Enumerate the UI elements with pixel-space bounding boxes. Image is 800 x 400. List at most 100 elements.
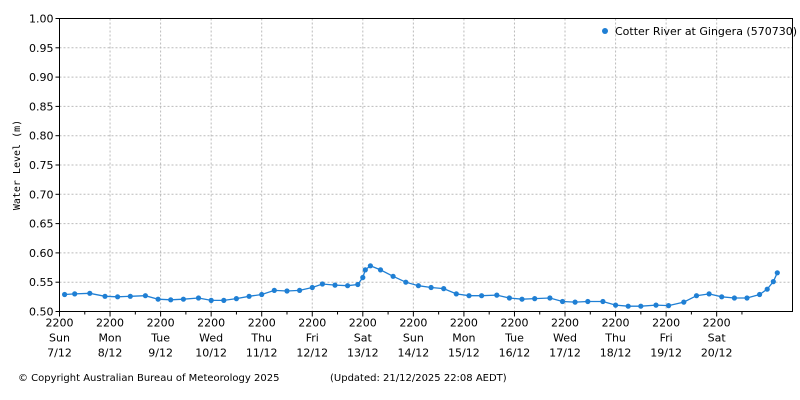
x-tick-label: 2200	[96, 317, 124, 330]
data-point	[774, 270, 780, 276]
y-tick-label: 0.95	[29, 42, 54, 55]
data-point	[360, 274, 366, 281]
x-tick-label: 2200	[197, 317, 225, 330]
x-tick-label: 12/12	[296, 347, 328, 360]
data-point	[259, 291, 265, 298]
data-point	[744, 295, 750, 301]
y-tick-label: 0.65	[29, 218, 54, 231]
data-point	[559, 298, 566, 305]
data-point	[195, 295, 202, 301]
y-tick-label: 0.60	[29, 247, 54, 260]
data-point	[180, 296, 186, 302]
x-axis-ticks: 2200 Sun 7/12 2200 Mon 8/12 2200 Tue 9/12 2200 Wed…	[46, 311, 743, 360]
y-axis-label: Water Level (m)	[12, 120, 23, 210]
data-point	[466, 293, 472, 299]
x-tick-label: 9/12	[148, 347, 173, 360]
copyright-text: © Copyright Australian Bureau of Meteoro…	[18, 373, 280, 384]
data-point	[600, 298, 606, 305]
x-tick-label: 15/12	[448, 347, 480, 360]
x-tick-label: 16/12	[499, 347, 531, 360]
legend-label: Cotter River at Gingera (570730)	[615, 25, 797, 38]
data-point	[770, 279, 776, 285]
x-tick-label: 11/12	[246, 347, 278, 360]
data-point	[102, 293, 108, 299]
data-point	[572, 299, 578, 305]
x-tick-label: Sun	[403, 332, 424, 345]
x-tick-label: 13/12	[347, 347, 379, 360]
x-tick-label: 8/12	[98, 347, 123, 360]
data-point	[519, 296, 525, 302]
data-point	[681, 299, 687, 305]
y-tick-label: 1.00	[29, 13, 54, 26]
data-point	[284, 288, 290, 294]
x-tick-label: Wed	[199, 332, 223, 345]
x-tick-label: 2200	[551, 317, 579, 330]
data-point	[613, 302, 619, 308]
data-point	[297, 287, 303, 293]
y-tick-label: 0.50	[29, 306, 54, 319]
y-tick-label: 0.90	[29, 71, 54, 84]
data-point	[87, 290, 93, 296]
data-point	[271, 287, 277, 293]
data-point	[547, 295, 553, 301]
x-tick-label: Sat	[708, 332, 727, 345]
y-tick-label: 0.75	[29, 159, 54, 172]
x-tick-label: Sun	[49, 332, 70, 345]
gridlines	[59, 18, 793, 312]
x-tick-label: 2200	[703, 317, 731, 330]
x-tick-label: Wed	[553, 332, 577, 345]
data-point	[757, 291, 763, 298]
x-tick-label: Fri	[660, 332, 673, 345]
x-tick-label: 2200	[248, 317, 276, 330]
x-tick-label: Tue	[504, 332, 524, 345]
data-point	[693, 293, 700, 299]
data-point	[72, 291, 78, 297]
x-tick-label: 10/12	[195, 347, 227, 360]
legend: Cotter River at Gingera (570730)	[602, 25, 797, 38]
data-point	[453, 291, 459, 297]
x-tick-label: Sat	[354, 332, 373, 345]
x-tick-label: 2200	[399, 317, 427, 330]
x-tick-label: 17/12	[549, 347, 581, 360]
data-point	[127, 293, 133, 299]
data-point	[332, 282, 338, 288]
y-tick-label: 0.85	[29, 100, 54, 113]
data-point	[168, 297, 174, 303]
data-point	[208, 297, 214, 303]
data-point	[62, 291, 68, 298]
data-point	[367, 263, 373, 269]
data-point	[155, 296, 161, 302]
data-point	[638, 303, 644, 309]
y-tick-label: 0.55	[29, 276, 54, 289]
x-tick-label: 7/12	[47, 347, 72, 360]
legend-marker	[602, 28, 608, 34]
data-point	[390, 273, 396, 279]
data-point	[706, 291, 712, 297]
x-tick-label: 14/12	[398, 347, 430, 360]
updated-timestamp: (Updated: 21/12/2025 22:08 AEDT)	[330, 373, 507, 384]
x-tick-label: 2200	[46, 317, 74, 330]
y-tick-label: 0.80	[29, 130, 54, 143]
data-point	[532, 296, 538, 302]
data-point	[731, 295, 738, 301]
data-point	[362, 267, 368, 273]
data-point	[403, 279, 409, 285]
data-point	[415, 283, 421, 289]
data-point	[345, 283, 351, 289]
data-point	[719, 294, 725, 300]
x-tick-label: Thu	[250, 332, 272, 345]
x-tick-label: Tue	[150, 332, 170, 345]
x-tick-label: 2200	[602, 317, 630, 330]
x-tick-label: 2200	[500, 317, 528, 330]
data-point	[221, 297, 227, 303]
data-point	[377, 267, 384, 273]
data-point	[494, 292, 500, 298]
data-point	[428, 284, 434, 291]
x-tick-label: 19/12	[650, 347, 682, 360]
data-point	[246, 293, 252, 299]
x-tick-label: 2200	[652, 317, 680, 330]
data-point	[441, 286, 447, 292]
data-point	[479, 293, 485, 299]
x-tick-label: 2200	[450, 317, 478, 330]
